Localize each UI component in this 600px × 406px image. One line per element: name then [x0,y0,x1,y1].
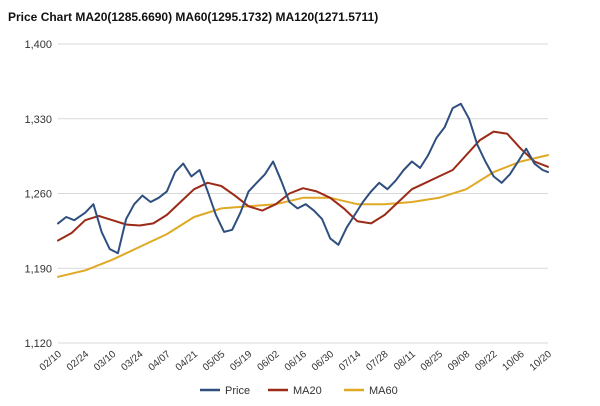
y-axis-ticks: 1,120 1,190 1,260 1,330 1,400 [24,39,52,350]
x-tick-label: 06/16 [283,349,310,374]
series-line-ma60 [57,154,549,278]
x-tick-label: 02/10 [38,349,65,374]
x-tick-label: 04/07 [147,349,174,374]
x-tick-label: 04/21 [174,349,201,374]
x-tick-label: 09/08 [446,349,473,374]
y-tick-label: 1,400 [24,39,52,51]
x-tick-label: 03/10 [92,349,119,374]
chart-title: Price Chart MA20(1285.6690) MA60(1295.17… [8,10,379,24]
x-tick-label: 02/24 [65,349,92,374]
legend-label-ma20: MA20 [293,385,322,397]
x-tick-label: 06/30 [310,349,337,374]
y-tick-label: 1,260 [24,189,52,201]
x-tick-label: 07/14 [337,349,364,374]
y-tick-label: 1,190 [24,263,52,275]
x-tick-label: 08/25 [419,349,446,374]
y-tick-label: 1,330 [24,114,52,126]
x-tick-label: 09/22 [473,349,500,374]
x-tick-label: 05/05 [201,349,228,374]
x-axis-ticks: 02/10 02/24 03/10 03/24 04/07 04/21 05/05 05/19… [38,349,555,374]
legend: Price MA20 MA60 [200,385,398,397]
y-tick-label: 1,120 [24,338,52,350]
legend-label-price: Price [225,385,250,397]
grid-lines [58,43,548,344]
x-tick-label: 10/20 [528,349,555,374]
x-tick-label: 05/19 [228,349,255,374]
x-tick-label: 06/02 [255,349,282,374]
series-lines [57,102,549,278]
series-line-price [57,102,549,255]
x-tick-label: 03/24 [119,349,146,374]
series-line-ma20 [57,130,549,242]
x-tick-label: 08/11 [392,349,418,373]
legend-label-ma60: MA60 [369,385,398,397]
x-tick-label: 07/28 [364,349,391,374]
x-tick-label: 10/06 [500,349,527,374]
